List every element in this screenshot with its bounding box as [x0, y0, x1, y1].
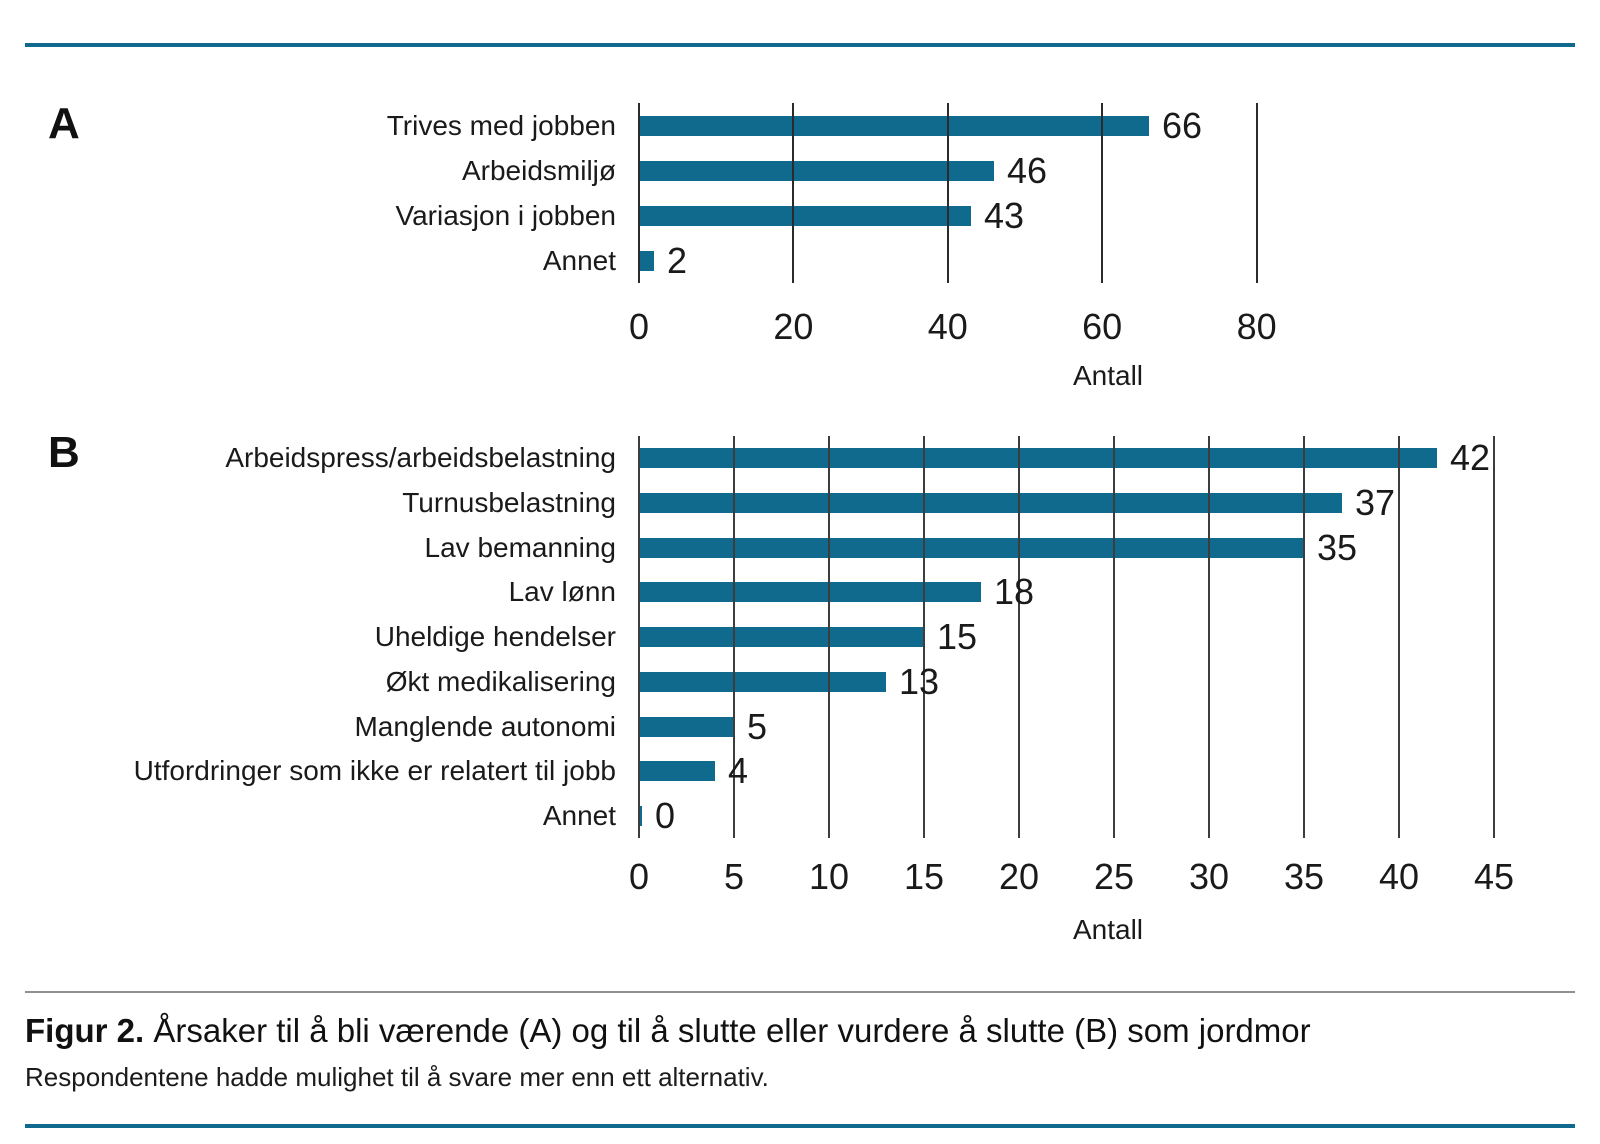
x-tick-label: 25: [1093, 856, 1135, 897]
category-label: Annet: [542, 799, 616, 831]
top-border-line: [25, 43, 1575, 47]
bar: [639, 206, 971, 226]
category-label: Arbeidsmiljø: [461, 154, 616, 186]
gridline-x-30: [1208, 436, 1210, 838]
gridline-x-0: [638, 103, 640, 283]
category-label: Arbeidspress/arbeidsbelastning: [225, 442, 616, 474]
x-axis-title: Antall: [1072, 914, 1144, 945]
bar: [639, 251, 654, 271]
gridline-x-35: [1303, 436, 1305, 838]
bar: [639, 717, 734, 737]
bar: [639, 627, 924, 647]
category-label: Turnusbelastning: [402, 487, 616, 519]
bar: [639, 582, 981, 602]
bar: [639, 116, 1149, 136]
gridline-x-5: [733, 436, 735, 838]
category-label: Uheldige hendelser: [374, 621, 616, 653]
value-label: 4: [728, 750, 749, 792]
figure-caption: Figur 2. Årsaker til å bli værende (A) o…: [25, 1010, 1575, 1052]
category-label: Variasjon i jobben: [395, 199, 616, 231]
figure-caption-label: Figur 2.: [25, 1012, 145, 1049]
x-tick-label: 60: [1082, 306, 1123, 347]
value-label: 5: [747, 705, 768, 747]
gridline-x-45: [1493, 436, 1495, 838]
gridline-x-10: [828, 436, 830, 838]
category-label: Økt medikalisering: [385, 665, 616, 697]
caption-divider-line: [25, 991, 1575, 993]
figure-caption-text: Årsaker til å bli værende (A) og til å s…: [153, 1012, 1311, 1049]
value-label: 43: [984, 194, 1025, 236]
x-tick-label: 15: [903, 856, 945, 897]
gridline-x-40: [946, 103, 949, 283]
bar: [639, 493, 1342, 513]
x-tick-label: 80: [1236, 306, 1277, 347]
bar: [639, 806, 642, 826]
bar: [639, 448, 1437, 468]
x-axis-title: Antall: [1072, 360, 1144, 391]
bar: [639, 761, 715, 781]
value-label: 42: [1450, 437, 1491, 479]
value-label: 15: [937, 616, 978, 658]
panel-label-b: B: [48, 428, 80, 477]
x-tick-label: 0: [628, 306, 650, 347]
x-tick-label: 5: [723, 856, 745, 897]
gridline-x-15: [923, 436, 925, 838]
category-label: Lav lønn: [508, 576, 616, 608]
x-tick-label: 40: [1378, 856, 1420, 897]
category-label: Trives med jobben: [386, 109, 616, 141]
category-label: Lav bemanning: [424, 531, 616, 563]
gridline-x-0: [638, 436, 640, 838]
category-label: Utfordringer som ikke er relatert til jo…: [133, 755, 616, 787]
value-label: 2: [667, 239, 688, 281]
figure-caption-note: Respondentene hadde mulighet til å svare…: [25, 1062, 769, 1092]
category-label: Annet: [542, 244, 616, 276]
gridline-x-25: [1113, 436, 1115, 838]
panel-label-a: A: [48, 99, 80, 148]
category-label: Manglende autonomi: [354, 710, 616, 742]
value-label: 13: [899, 660, 940, 702]
x-tick-label: 40: [927, 306, 968, 347]
bar: [639, 538, 1304, 558]
x-tick-label: 10: [808, 856, 850, 897]
gridline-x-20: [792, 103, 795, 283]
x-tick-label: 20: [773, 306, 814, 347]
bottom-border-line: [25, 1124, 1575, 1128]
x-tick-label: 30: [1188, 856, 1230, 897]
value-label: 35: [1317, 526, 1358, 568]
gridline-x-40: [1398, 436, 1400, 838]
value-label: 46: [1007, 149, 1048, 191]
value-label: 37: [1355, 482, 1396, 524]
gridline-x-60: [1101, 103, 1104, 283]
gridline-x-20: [1018, 436, 1020, 838]
value-label: 18: [994, 571, 1035, 613]
bar: [639, 672, 886, 692]
gridline-x-80: [1255, 103, 1258, 283]
x-tick-label: 45: [1473, 856, 1515, 897]
x-tick-label: 20: [998, 856, 1040, 897]
bar: [639, 161, 994, 181]
value-label: 0: [655, 794, 676, 836]
x-tick-label: 35: [1283, 856, 1325, 897]
value-label: 66: [1162, 104, 1203, 146]
x-tick-label: 0: [628, 856, 650, 897]
